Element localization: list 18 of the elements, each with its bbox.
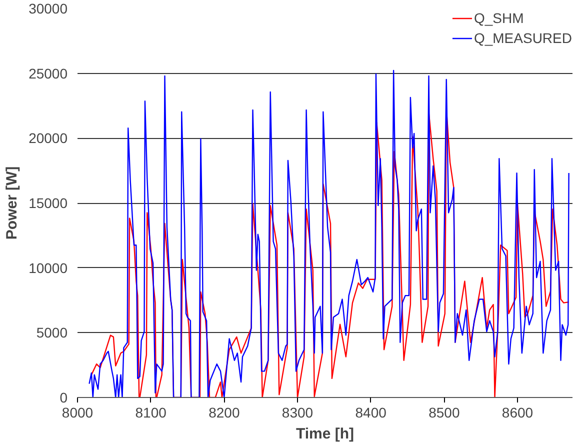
x-axis-title: Time [h] [296,426,354,442]
x-tick-label: 8600 [502,404,534,420]
y-tick-label: 5000 [36,324,68,341]
y-tick-label: 30000 [28,0,68,16]
y-tick-label: 10000 [28,260,68,276]
x-tick-label: 8200 [208,404,240,420]
x-tick-label: 8500 [428,404,460,420]
y-tick-label: 20000 [28,130,68,146]
x-tick-label: 8300 [282,404,314,420]
x-tick-label: 8100 [135,404,167,420]
y-tick-label: 0 [60,390,68,406]
x-tick-label: 8000 [62,404,94,420]
y-axis-title: Power [W] [4,166,21,240]
legend-label: Q_MEASURED [474,30,572,46]
x-tick-label: 8400 [355,404,387,420]
y-tick-label: 15000 [28,195,68,211]
legend-label: Q_SHM [474,10,524,26]
y-tick-label: 25000 [28,65,68,82]
